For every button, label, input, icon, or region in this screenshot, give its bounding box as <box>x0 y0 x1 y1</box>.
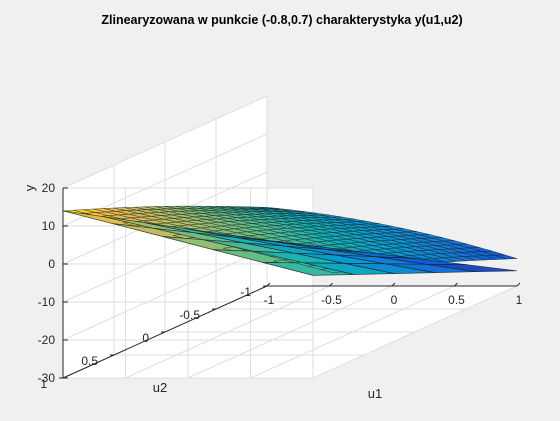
x-tick-label: 0 <box>391 293 398 307</box>
x-axis-label: u1 <box>368 386 382 401</box>
z-tick-label: 0 <box>48 257 55 271</box>
surfaces <box>62 205 518 276</box>
x-tick-label: -1 <box>264 293 275 307</box>
x-tick-mark <box>391 282 396 287</box>
x-tick-mark <box>329 282 333 287</box>
z-tick-label: 10 <box>42 219 56 233</box>
surface-patch-linearized <box>426 263 518 273</box>
x-tick-mark <box>454 282 458 287</box>
y-tick-label: 1 <box>40 377 47 391</box>
z-tick-label: -20 <box>38 333 56 347</box>
x-tick-label: 0.5 <box>448 293 465 307</box>
tick-labels: -30 -20 -10 0 10 20 -1 -0.5 0 0.5 1 -1 -0.5 0 0.5 1 <box>38 181 523 391</box>
z-tick-label: -30 <box>38 371 56 385</box>
y-tick-label: -1 <box>240 285 251 299</box>
y-tick-label: -0.5 <box>179 308 200 322</box>
x-tick-label: 1 <box>516 293 523 307</box>
x-tick-mark <box>266 282 271 287</box>
z-tick-label: -10 <box>38 295 56 309</box>
surface-patch-nonlinear <box>494 254 518 260</box>
y-axis-label: u2 <box>153 380 167 395</box>
x-tick-mark <box>516 282 521 287</box>
x-tick-label: -0.5 <box>321 293 342 307</box>
y-tick-label: 0.5 <box>81 354 98 368</box>
y-tick-label: 0 <box>142 331 149 345</box>
chart-title: Zlinearyzowana w punkcie (-0.8,0.7) char… <box>101 13 462 27</box>
z-tick-label: 20 <box>42 181 56 195</box>
z-axis-label: y <box>22 184 37 191</box>
